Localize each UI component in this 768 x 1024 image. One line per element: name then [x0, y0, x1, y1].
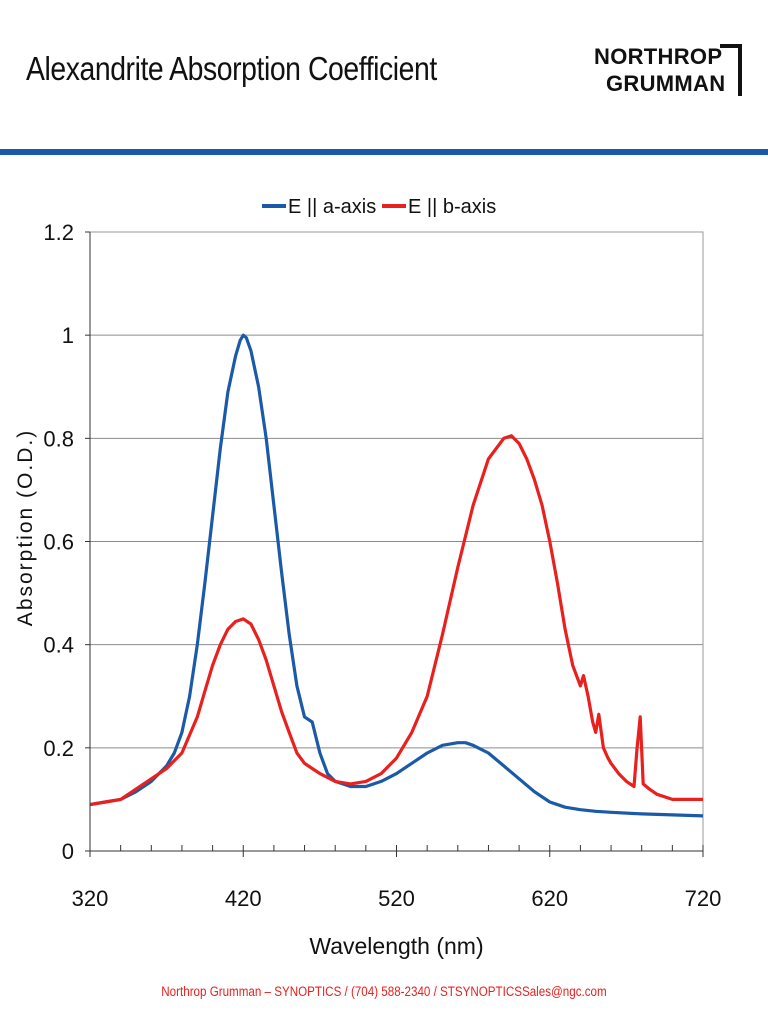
x-tick-label: 520 — [378, 886, 415, 911]
y-tick-label: 0.6 — [43, 530, 74, 555]
x-tick-label: 320 — [72, 886, 109, 911]
x-tick-label: 620 — [531, 886, 568, 911]
y-tick-label: 0 — [62, 839, 74, 864]
y-tick-label: 0.2 — [43, 736, 74, 761]
y-axis-ticks: 0 0.2 0.4 0.6 0.8 1 1.2 — [43, 220, 90, 864]
series-lines — [89, 333, 704, 818]
chart-gridlines — [90, 231, 703, 749]
logo-line-1: NORTHROP — [594, 44, 723, 69]
x-tick-label: 720 — [685, 886, 722, 911]
y-tick-label: 1 — [62, 323, 74, 348]
x-axis-ticks: 320 420 520 620 720 — [72, 845, 722, 911]
x-axis-label: Wavelength (nm) — [309, 933, 483, 959]
northrop-grumman-logo: NORTHROP GRUMMAN — [592, 40, 744, 100]
y-tick-label: 0.4 — [43, 633, 74, 658]
series-line — [89, 333, 704, 818]
logo-bracket-icon — [720, 44, 742, 96]
legend-label: E || b-axis — [408, 196, 496, 218]
y-tick-label: 1.2 — [43, 220, 74, 245]
x-tick-label: 420 — [225, 886, 262, 911]
page-title: Alexandrite Absorption Coefficient — [26, 50, 437, 87]
footer-contact: Northrop Grumman – SYNOPTICS / (704) 588… — [161, 984, 607, 999]
y-axis-label: Absorption (O.D.) — [14, 429, 37, 626]
y-tick-label: 0.8 — [43, 426, 74, 451]
logo-line-2: GRUMMAN — [606, 71, 726, 96]
series-line — [89, 434, 703, 807]
header-divider — [0, 149, 768, 155]
legend-label: E || a-axis — [288, 196, 376, 218]
chart-legend: E || a-axis E || b-axis — [262, 196, 496, 218]
absorption-chart: 320 420 520 620 720 0 0.2 0.4 0.6 0.8 1 1.2 E || a… — [14, 196, 722, 959]
